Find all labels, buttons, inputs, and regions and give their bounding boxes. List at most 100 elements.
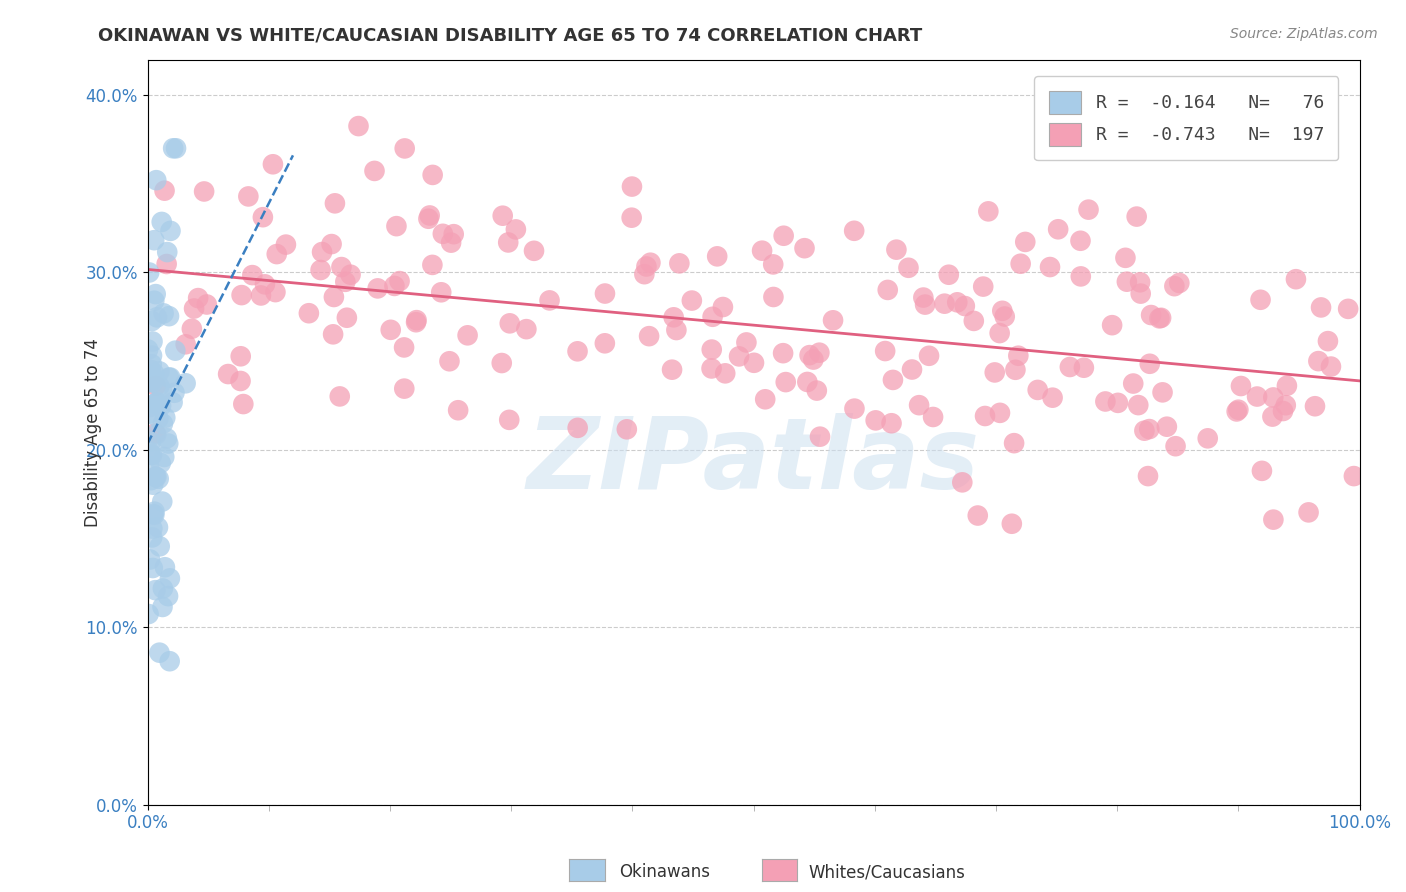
- Point: [1128, 398, 1150, 412]
- Point: [148, 411, 170, 425]
- Point: [1263, 513, 1285, 527]
- Point: [1137, 469, 1160, 483]
- Point: [238, 189, 260, 203]
- Point: [844, 401, 866, 416]
- Point: [1316, 334, 1339, 348]
- Point: [250, 288, 273, 302]
- Point: [762, 290, 785, 304]
- Point: [145, 426, 167, 441]
- Point: [141, 349, 163, 363]
- Point: [145, 470, 167, 484]
- Point: [901, 362, 924, 376]
- Text: Okinawans: Okinawans: [619, 863, 710, 881]
- Point: [156, 257, 179, 271]
- Point: [336, 310, 359, 325]
- Point: [806, 384, 828, 398]
- Point: [183, 301, 205, 316]
- Point: [498, 413, 520, 427]
- Point: [193, 185, 215, 199]
- Point: [977, 204, 1000, 219]
- Point: [157, 309, 180, 323]
- Point: [339, 268, 361, 282]
- Point: [593, 336, 616, 351]
- Point: [711, 300, 734, 314]
- Text: Source: ZipAtlas.com: Source: ZipAtlas.com: [1230, 27, 1378, 41]
- Point: [515, 322, 537, 336]
- Point: [1310, 301, 1333, 315]
- Point: [499, 316, 522, 330]
- Point: [1002, 436, 1025, 450]
- Text: OKINAWAN VS WHITE/CAUCASIAN DISABILITY AGE 65 TO 74 CORRELATION CHART: OKINAWAN VS WHITE/CAUCASIAN DISABILITY A…: [98, 27, 922, 45]
- Point: [321, 237, 343, 252]
- Point: [1226, 404, 1249, 418]
- Point: [141, 314, 163, 328]
- Point: [156, 431, 179, 445]
- Point: [886, 243, 908, 257]
- Point: [330, 260, 353, 274]
- Point: [163, 385, 186, 400]
- Point: [141, 448, 163, 462]
- Point: [148, 379, 170, 393]
- Point: [229, 374, 252, 388]
- Point: [1152, 385, 1174, 400]
- Point: [145, 427, 167, 442]
- Point: [706, 249, 728, 263]
- Point: [538, 293, 561, 308]
- Point: [405, 315, 427, 329]
- Point: [934, 296, 956, 310]
- Point: [363, 164, 385, 178]
- Point: [728, 350, 751, 364]
- Point: [139, 473, 162, 487]
- Point: [988, 406, 1011, 420]
- Point: [1149, 311, 1171, 326]
- Point: [762, 257, 785, 271]
- Text: Whites/Caucasians: Whites/Caucasians: [808, 863, 966, 881]
- Point: [136, 376, 159, 390]
- Point: [157, 436, 180, 450]
- Point: [405, 313, 427, 327]
- Point: [1303, 399, 1326, 413]
- Point: [262, 157, 284, 171]
- Point: [1069, 234, 1091, 248]
- Point: [1168, 276, 1191, 290]
- Point: [148, 364, 170, 378]
- Point: [266, 247, 288, 261]
- Point: [309, 263, 332, 277]
- Point: [1014, 235, 1036, 249]
- Point: [953, 299, 976, 313]
- Point: [492, 209, 515, 223]
- Point: [394, 141, 416, 155]
- Point: [754, 392, 776, 407]
- Point: [152, 306, 174, 320]
- Point: [149, 539, 172, 553]
- Point: [1163, 279, 1185, 293]
- Point: [195, 297, 218, 311]
- Point: [912, 291, 935, 305]
- Point: [419, 209, 441, 223]
- Point: [139, 434, 162, 449]
- Point: [897, 260, 920, 275]
- Point: [661, 362, 683, 376]
- Point: [143, 367, 166, 381]
- Point: [329, 389, 352, 403]
- Point: [567, 421, 589, 435]
- Point: [1139, 357, 1161, 371]
- Point: [157, 589, 180, 603]
- Point: [159, 224, 181, 238]
- Point: [1320, 359, 1343, 374]
- Point: [380, 323, 402, 337]
- Point: [1101, 318, 1123, 333]
- Point: [311, 245, 333, 260]
- Point: [150, 399, 173, 413]
- Point: [938, 268, 960, 282]
- Point: [908, 398, 931, 412]
- Point: [138, 407, 160, 421]
- Point: [139, 400, 162, 414]
- Point: [772, 228, 794, 243]
- Point: [152, 582, 174, 596]
- Point: [1125, 210, 1147, 224]
- Point: [394, 382, 416, 396]
- Point: [162, 141, 184, 155]
- Point: [742, 356, 765, 370]
- Point: [153, 450, 176, 464]
